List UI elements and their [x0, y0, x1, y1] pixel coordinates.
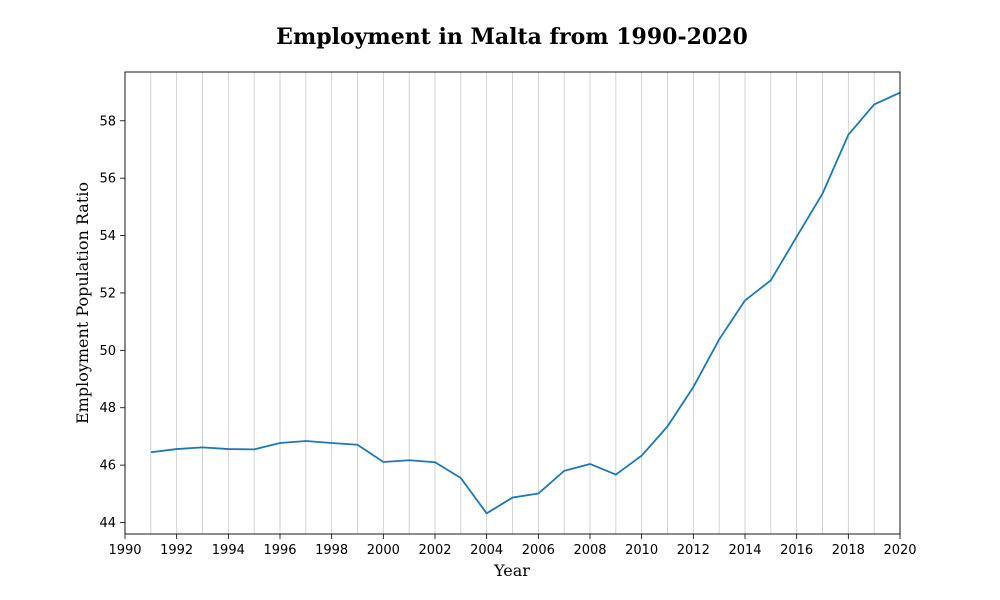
x-tick-label: 2018 — [832, 543, 865, 558]
x-tick-label: 2000 — [367, 543, 400, 558]
x-tick-label: 2006 — [522, 543, 555, 558]
grid — [124, 72, 901, 534]
y-tick-label: 48 — [99, 401, 116, 416]
y-tick-label: 44 — [99, 516, 116, 531]
x-tick-label: 2012 — [677, 543, 710, 558]
y-tick-label: 52 — [99, 286, 116, 301]
x-tick-label: 1992 — [160, 543, 193, 558]
y-tick-label: 58 — [99, 114, 116, 129]
x-tick-label: 2016 — [780, 543, 813, 558]
x-tick-label: 2014 — [728, 543, 761, 558]
x-tick-label: 2002 — [418, 543, 451, 558]
x-tick-label: 2004 — [470, 543, 503, 558]
y-axis-label: Employment Population Ratio — [73, 182, 92, 424]
x-axis-label: Year — [493, 561, 530, 580]
x-tick-label: 1996 — [263, 543, 296, 558]
y-tick-label: 54 — [99, 229, 116, 244]
x-tick-label: 2020 — [883, 543, 916, 558]
series-line — [150, 91, 901, 515]
chart-title: Employment in Malta from 1990-2020 — [276, 24, 748, 50]
x-tick-label: 2008 — [573, 543, 606, 558]
x-axis-ticks: 1990 1992 1994 1996 1998 2000 2002 2004 2006 2008… — [108, 534, 917, 558]
plot-frame — [124, 71, 901, 535]
x-tick-label: 2010 — [625, 543, 658, 558]
y-tick-label: 50 — [99, 344, 116, 359]
x-tick-label: 1990 — [108, 543, 141, 558]
x-tick-label: 1998 — [315, 543, 348, 558]
y-tick-label: 56 — [99, 172, 116, 187]
x-tick-label: 1994 — [212, 543, 245, 558]
y-axis-ticks: 44 46 48 50 52 54 56 58 — [99, 114, 125, 531]
y-tick-label: 46 — [99, 459, 116, 474]
series-layer — [150, 91, 901, 515]
